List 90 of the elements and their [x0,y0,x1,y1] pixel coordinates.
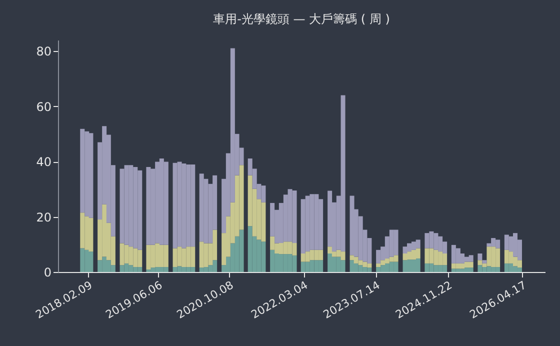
bar [468,255,474,262]
y-tick-label: 60 [36,100,52,114]
bar [270,250,275,272]
bar [478,260,482,266]
bar [164,267,168,272]
bar [478,265,482,272]
bar [340,252,346,260]
bar [402,246,408,254]
bar [340,95,346,252]
bar [248,226,252,272]
bar [451,268,456,272]
bar [128,246,134,266]
bar [88,133,94,218]
bar [362,267,368,272]
bar [146,244,151,270]
y-tick-label: 20 [36,210,52,224]
bar [350,196,354,256]
bar [80,128,85,213]
bar [328,246,332,254]
bar [292,190,297,243]
bar [164,244,168,268]
bar [300,262,306,272]
bar [88,218,94,252]
bar [478,253,482,260]
chart-title: 車用-光學鏡頭 — 大戶籌碼 ( 周 ) [213,12,390,26]
bar [292,255,297,272]
bar [517,260,522,268]
bar [310,194,314,250]
bar [239,230,244,272]
bar [172,248,178,268]
bar [517,268,522,272]
bar [182,267,186,272]
bar [424,248,430,264]
bar [98,260,102,272]
y-tick-label: 80 [36,44,52,59]
bar [80,248,85,272]
bar [402,260,408,272]
bar [256,240,262,272]
bar [120,265,124,272]
bar [120,168,124,244]
bar [362,262,368,268]
bar [120,243,124,266]
bar [340,260,346,272]
bar [354,263,358,272]
bar [354,256,358,264]
bar [456,248,460,264]
bar [358,265,363,272]
bar [416,240,420,248]
bar [128,265,134,272]
bar [88,252,94,272]
bar [376,263,381,268]
bar [376,267,381,272]
bar [482,260,487,264]
bar [199,268,204,272]
bar [350,260,354,272]
bar [456,268,460,272]
bar [305,252,310,262]
bar [451,263,456,269]
bar [177,266,182,272]
bar [468,268,474,272]
bar [204,267,208,272]
y-tick-label: 0 [44,266,52,280]
bar [292,243,297,256]
bar [504,250,509,264]
bar [504,234,509,250]
bar [310,260,314,272]
bar [182,163,186,248]
bar [394,230,398,256]
bar [128,165,134,247]
bar [164,162,168,245]
bar [80,212,85,248]
bar [199,174,204,242]
bar [394,255,398,262]
bar [416,258,420,272]
bar [270,236,275,250]
bar [508,252,514,264]
bar [468,262,474,268]
bar [504,263,509,272]
bar [416,248,420,258]
bar [394,262,398,272]
bar [204,243,208,268]
bar [310,250,314,260]
bar [146,167,151,245]
bar [182,248,186,268]
bar [328,253,332,272]
bar [172,267,178,272]
bar [424,263,430,272]
y-tick-label: 40 [36,155,52,170]
bar [376,250,381,264]
bar [424,233,430,248]
